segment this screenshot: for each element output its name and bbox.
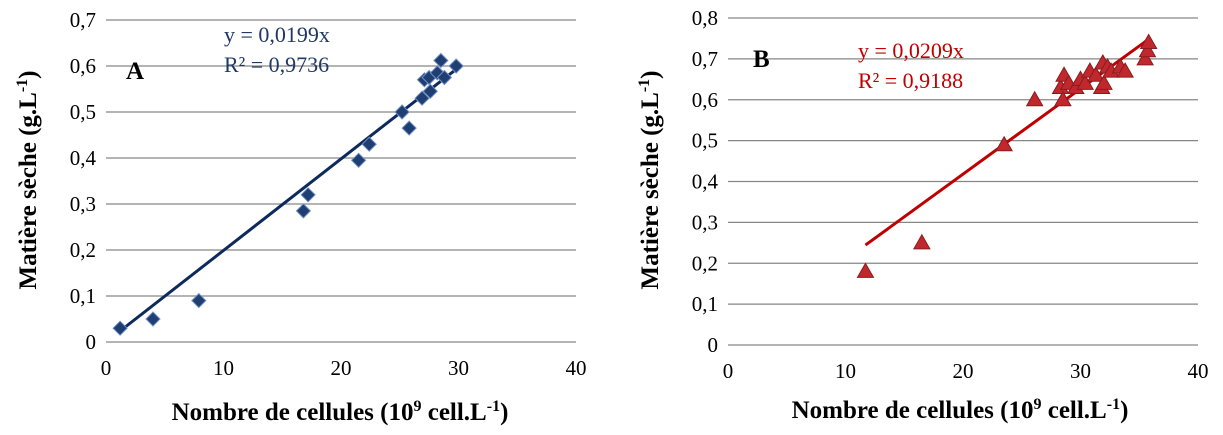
panel-b-label: B [753,46,770,73]
panel-b-y-tick-label: 0,6 [692,88,718,112]
panel-b-x-axis-title: Nombre de cellules (109 cell.L-1) [792,396,1129,424]
panel-a-trendline [119,66,460,333]
panel-a-equation: y = 0,0199x [224,22,330,47]
panel-a-data-point [361,136,377,152]
panel-a-x-axis-title: Nombre de cellules (109 cell.L-1) [172,398,509,426]
panel-a-y-axis-title: Matière sèche (g.L-1) [14,70,42,289]
panel-b-data-point [1025,90,1044,107]
panel-b-data-point [913,233,931,250]
panel-b-equation: y = 0,0209x [858,38,964,63]
panel-b-y-tick-label: 0,7 [692,47,718,71]
panel-a-x-ticks: 0 10 20 30 40 [101,356,587,380]
panel-b-x-ticks: 0 10 20 30 40 [723,359,1209,383]
panel-a-y-ticks: 0 0,1 0,2 0,3 0,4 0,5 0,6 0,7 [70,8,97,354]
panel-b-y-ticks: 0 0,1 0,2 0,3 0,4 0,5 0,6 0,7 0,8 [692,6,719,357]
panel-a-x-tick-label: 20 [331,356,352,380]
panel-a-y-tick-label: 0,3 [70,192,96,216]
panel-b-y-tick-label: 0 [708,333,719,357]
panel-b-y-tick-label: 0,2 [692,251,718,275]
panel-a-data-point [191,292,207,309]
panel-a-r2: R² = 0,9736 [224,52,329,77]
panel-a-data-point [433,52,449,69]
panel-b-y-tick-label: 0,5 [692,129,718,153]
panel-b-gridlines [728,17,1198,305]
panel-b-y-tick-label: 0,4 [692,170,719,194]
panel-b-data-point [1138,41,1157,58]
panel-b-x-tick-label: 10 [835,359,856,383]
panel-a-y-tick-label: 0,6 [70,54,96,78]
panel-a-data-point [422,83,439,100]
panel-a-x-tick-label: 30 [448,356,469,380]
panel-a-label: A [126,58,144,85]
panel-b-y-tick-label: 0,1 [692,292,718,316]
panel-b-data-point [856,262,875,278]
panel-a-data-point [414,90,430,106]
panel-b-r2: R² = 0,9188 [858,68,963,93]
panel-b-data-point [1054,90,1072,107]
panel-b-x-tick-label: 0 [723,359,734,383]
panel-a-y-tick-label: 0,4 [70,146,97,170]
panel-a-data-point [394,104,410,120]
panel-a-x-tick-label: 10 [213,356,234,380]
panel-b-y-tick-label: 0,8 [692,6,718,30]
chart-panel-a: 0 10 20 30 40 0 0,1 0,2 0,3 0,4 0,5 0,6 0,7 A y = 0… [14,8,587,426]
panel-a-y-tick-label: 0,5 [70,100,96,124]
panel-a-data-point [436,69,453,86]
panel-b-x-tick-label: 20 [953,359,974,383]
panel-b-data-point [1095,74,1113,90]
panel-b-x-tick-label: 30 [1070,359,1091,383]
panel-b-y-axis-title: Matière sèche (g.L-1) [636,70,664,289]
panel-b-x-tick-label: 40 [1188,359,1209,383]
panel-a-y-tick-label: 0,2 [70,238,96,262]
panel-a-points [112,52,464,336]
panel-b-y-tick-label: 0,3 [692,210,718,234]
panel-b-data-point [1076,74,1095,90]
panel-a-x-tick-label: 0 [101,356,112,380]
panel-b-data-point [1086,66,1105,82]
panel-a-data-point [300,187,316,203]
panel-a-data-point [401,120,417,136]
panel-a-data-point [145,311,161,327]
panel-a-y-tick-label: 0 [86,330,97,354]
panel-b-points [856,33,1158,278]
panel-a-data-point [112,320,128,336]
panel-a-x-tick-label: 40 [566,356,587,380]
panel-a-y-tick-label: 0,7 [70,8,96,32]
chart-panel-b: 0 10 20 30 40 0 0,1 0,2 0,3 0,4 0,5 0,6 0,7 0,8 B y … [636,6,1209,424]
panel-b-data-point [1116,62,1135,78]
panel-a-gridlines [106,19,576,297]
panel-a-data-point [295,203,312,219]
panel-a-data-point [448,58,464,74]
panel-b-data-point [1139,33,1158,50]
panel-a-y-tick-label: 0,1 [70,284,96,308]
panel-b-data-point [995,135,1013,152]
panel-b-data-point [1136,49,1154,66]
panel-a-data-point [350,152,367,169]
